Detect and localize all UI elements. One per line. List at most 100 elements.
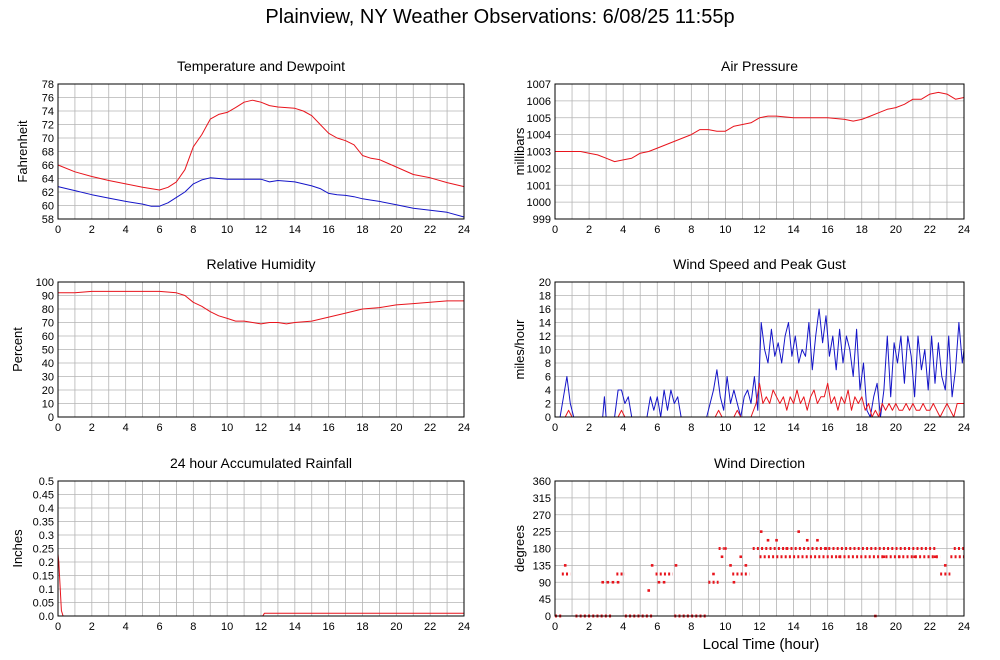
y-tick-label: 0 xyxy=(545,412,551,424)
x-tick-label: 8 xyxy=(688,621,694,633)
series-line-0 xyxy=(57,99,465,191)
x-tick-label: 12 xyxy=(753,224,765,236)
y-tick-label: 0.3 xyxy=(39,530,54,542)
x-tick-label: 24 xyxy=(458,621,470,633)
y-tick-label: 0.0 xyxy=(39,611,54,623)
direction-point xyxy=(712,572,715,576)
y-tick-label: 0.15 xyxy=(33,571,54,583)
x-tick-label: 14 xyxy=(289,621,301,633)
y-tick-label: 2 xyxy=(545,399,551,411)
x-tick-label: 6 xyxy=(654,621,660,633)
x-tick-label: 22 xyxy=(924,224,936,236)
y-tick-label: 0.5 xyxy=(39,476,54,488)
x-tick-label: 24 xyxy=(958,224,970,236)
chart-title: 24 hour Accumulated Rainfall xyxy=(170,455,352,471)
x-tick-label: 2 xyxy=(89,224,95,236)
y-axis-label: degrees xyxy=(512,525,527,572)
x-tick-label: 12 xyxy=(255,621,267,633)
y-tick-label: 78 xyxy=(42,79,54,91)
y-tick-label: 100 xyxy=(36,277,54,289)
x-tick-label: 22 xyxy=(424,224,436,236)
y-tick-label: 1005 xyxy=(527,113,551,125)
x-tick-label: 12 xyxy=(753,422,765,434)
x-tick-label: 0 xyxy=(55,422,61,434)
y-tick-label: 270 xyxy=(533,510,551,522)
y-tick-label: 0.25 xyxy=(33,544,54,556)
x-tick-label: 18 xyxy=(356,422,368,434)
plot-border xyxy=(554,281,965,418)
y-tick-label: 315 xyxy=(533,493,551,505)
plot-border xyxy=(57,281,465,418)
y-tick-label: 62 xyxy=(42,187,54,199)
x-tick-label: 6 xyxy=(654,422,660,434)
direction-point xyxy=(563,564,567,567)
y-tick-label: 0.45 xyxy=(33,490,54,502)
x-tick-label: 22 xyxy=(424,422,436,434)
x-tick-label: 0 xyxy=(552,422,558,434)
x-tick-label: 12 xyxy=(255,422,267,434)
x-tick-label: 24 xyxy=(958,621,970,633)
y-tick-label: 0.2 xyxy=(39,557,54,569)
direction-point xyxy=(650,564,654,567)
y-tick-label: 1004 xyxy=(527,130,551,142)
plot-border xyxy=(57,480,465,617)
y-tick-label: 68 xyxy=(42,147,54,159)
x-tick-label: 24 xyxy=(458,224,470,236)
x-tick-label: 8 xyxy=(190,224,196,236)
y-tick-label: 0.35 xyxy=(33,517,54,529)
direction-point xyxy=(657,580,661,584)
x-tick-label: 0 xyxy=(552,621,558,633)
direction-point xyxy=(805,538,809,542)
y-tick-label: 180 xyxy=(533,544,551,556)
x-tick-label: 14 xyxy=(289,224,301,236)
chart-title: Wind Speed and Peak Gust xyxy=(673,256,846,272)
y-tick-label: 1006 xyxy=(527,96,551,108)
direction-point xyxy=(729,564,732,567)
chart-title: Wind Direction xyxy=(714,455,805,471)
x-tick-label: 0 xyxy=(55,224,61,236)
x-tick-label: 10 xyxy=(221,422,233,434)
y-tick-label: 12 xyxy=(539,331,551,343)
x-tick-label: 18 xyxy=(856,422,868,434)
y-tick-label: 999 xyxy=(533,214,551,226)
y-tick-label: 74 xyxy=(42,106,54,118)
x-tick-label: 16 xyxy=(323,224,335,236)
chart-humidity: 0 2 4 6 8 10 12 14 16 18 20 22 240102030405060708090… xyxy=(10,256,470,434)
x-tick-label: 10 xyxy=(221,621,233,633)
y-tick-label: 60 xyxy=(42,331,54,343)
x-tick-label: 14 xyxy=(787,224,799,236)
x-tick-label: 14 xyxy=(289,422,301,434)
y-tick-label: 58 xyxy=(42,214,54,226)
x-tick-label: 10 xyxy=(719,422,731,434)
x-tick-label: 24 xyxy=(458,422,470,434)
chart-pressure: 0 2 4 6 8 10 12 14 16 18 20 22 249991000100110021003… xyxy=(512,58,970,236)
x-tick-label: 16 xyxy=(822,422,834,434)
y-axis-label: millibars xyxy=(512,127,527,175)
x-tick-label: 12 xyxy=(753,621,765,633)
x-tick-label: 14 xyxy=(787,422,799,434)
direction-point xyxy=(933,555,937,559)
y-tick-label: 0.1 xyxy=(39,584,54,596)
x-tick-label: 8 xyxy=(688,224,694,236)
x-tick-label: 2 xyxy=(89,422,95,434)
direction-point xyxy=(744,564,748,567)
y-tick-label: 20 xyxy=(42,385,54,397)
y-tick-label: 90 xyxy=(539,577,551,589)
direction-point xyxy=(816,538,819,542)
x-tick-label: 2 xyxy=(89,621,95,633)
direction-point xyxy=(775,538,778,542)
x-tick-label: 6 xyxy=(156,422,162,434)
y-tick-label: 1003 xyxy=(527,147,551,159)
x-tick-label: 18 xyxy=(856,224,868,236)
x-tick-label: 10 xyxy=(221,224,233,236)
y-tick-label: 40 xyxy=(42,358,54,370)
y-tick-label: 360 xyxy=(533,476,551,488)
y-tick-label: 60 xyxy=(42,201,54,213)
y-tick-label: 6 xyxy=(545,372,551,384)
series-line-0 xyxy=(555,91,965,163)
y-tick-label: 1000 xyxy=(527,197,551,209)
page-title: Plainview, NY Weather Observations: 6/08… xyxy=(265,6,735,28)
y-axis-label: Inches xyxy=(10,529,25,568)
plot-border xyxy=(57,83,465,220)
